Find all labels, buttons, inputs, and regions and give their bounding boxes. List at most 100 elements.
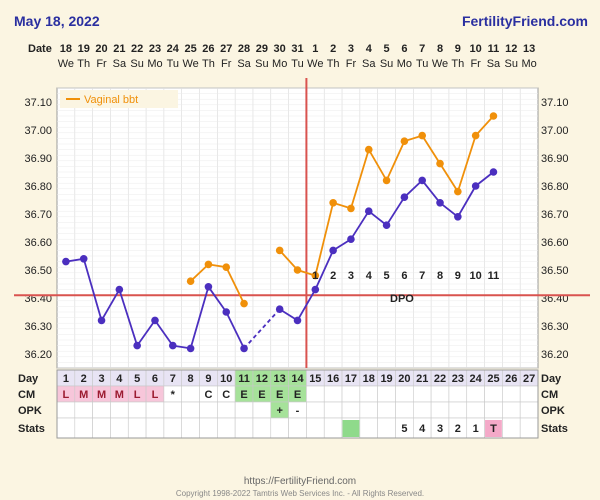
date-tick-label: 24 bbox=[167, 43, 180, 55]
date-tick-label: 2 bbox=[330, 43, 336, 55]
row-label-opk: OPK bbox=[18, 405, 42, 417]
table-cell-text: E bbox=[294, 389, 301, 401]
table-cell-text: M bbox=[79, 389, 88, 401]
date-tick-label: 21 bbox=[113, 43, 125, 55]
data-point bbox=[454, 187, 462, 196]
date-tick-label: 29 bbox=[256, 43, 268, 55]
data-point bbox=[311, 285, 320, 294]
table-cell-text: 2 bbox=[81, 373, 87, 385]
weekday-tick-label: Su bbox=[255, 58, 268, 70]
table-cell-text: 4 bbox=[116, 373, 123, 385]
dpo-day-label: 11 bbox=[488, 270, 500, 282]
date-tick-label: 20 bbox=[95, 43, 107, 55]
y-tick-label-right: 36.70 bbox=[541, 209, 569, 221]
table-cell bbox=[181, 401, 200, 419]
table-cell-text: 20 bbox=[398, 373, 410, 385]
table-cell bbox=[270, 417, 289, 439]
table-cell-text: 12 bbox=[256, 373, 268, 385]
date-tick-label: 28 bbox=[238, 43, 250, 55]
date-tick-label: 11 bbox=[488, 43, 500, 55]
row-label-day: Day bbox=[18, 373, 39, 385]
table-cell bbox=[92, 417, 111, 439]
y-tick-label-right: 36.50 bbox=[541, 265, 569, 277]
table-cell bbox=[502, 401, 521, 419]
table-cell-text: E bbox=[240, 389, 247, 401]
table-cell bbox=[502, 417, 521, 439]
date-tick-label: 9 bbox=[455, 43, 461, 55]
series-segment bbox=[225, 311, 245, 349]
table-cell-text: 9 bbox=[205, 373, 211, 385]
series-segment bbox=[314, 202, 335, 276]
table-cell bbox=[74, 417, 93, 439]
row-label-cm: CM bbox=[18, 389, 35, 401]
series-group bbox=[62, 112, 498, 353]
date-tick-label: 30 bbox=[274, 43, 286, 55]
data-point bbox=[204, 260, 213, 269]
y-tick-label-left: 37.00 bbox=[24, 125, 52, 137]
dpo-day-label: 7 bbox=[419, 270, 425, 282]
weekday-tick-label: Mo bbox=[397, 58, 412, 70]
data-point bbox=[133, 341, 141, 350]
series-segment bbox=[118, 289, 139, 346]
data-point bbox=[240, 299, 248, 308]
table-cell bbox=[127, 417, 147, 439]
table-cell-text: 8 bbox=[188, 373, 194, 385]
table-border bbox=[56, 369, 539, 439]
dpo-day-label: 1 bbox=[312, 270, 318, 282]
table-cell-text: 16 bbox=[327, 373, 339, 385]
coverline-group bbox=[14, 78, 590, 368]
table-cell bbox=[110, 401, 129, 419]
data-point bbox=[293, 266, 302, 274]
table-cell bbox=[341, 401, 361, 419]
table-cell bbox=[252, 401, 272, 419]
y-tick-label-right: 37.10 bbox=[541, 97, 569, 109]
weekday-tick-label: We bbox=[182, 58, 198, 70]
data-point bbox=[489, 112, 498, 120]
series-segment bbox=[350, 149, 370, 209]
brand-link[interactable]: FertilityFriend.com bbox=[462, 13, 588, 29]
table-cell-text: 22 bbox=[434, 373, 446, 385]
table-cell bbox=[484, 385, 503, 403]
weekday-tick-label: Su bbox=[130, 58, 143, 70]
table-cell-text: 6 bbox=[152, 373, 158, 385]
table-cell bbox=[377, 417, 396, 439]
table-cell-text: 13 bbox=[274, 373, 286, 385]
table-cell bbox=[466, 385, 485, 403]
y-tick-label-left: 36.90 bbox=[24, 153, 52, 165]
weekday-tick-label: Th bbox=[202, 58, 215, 70]
weekday-tick-label: Su bbox=[505, 58, 518, 70]
table-cell bbox=[377, 385, 396, 403]
y-tick-label-left: 36.50 bbox=[24, 265, 52, 277]
table-cell bbox=[448, 401, 468, 419]
weekday-tick-label: We bbox=[307, 58, 323, 70]
table-cell-text: 3 bbox=[437, 423, 443, 435]
data-point bbox=[418, 131, 427, 140]
weekday-tick-label: Sa bbox=[237, 58, 251, 70]
weekday-tick-label: Su bbox=[380, 58, 393, 70]
weekday-tick-label: Th bbox=[327, 58, 340, 70]
table-cell bbox=[56, 417, 76, 439]
table-cell-text: 10 bbox=[220, 373, 232, 385]
table-cell-text: 1 bbox=[473, 423, 479, 435]
table-cell-text: * bbox=[171, 389, 176, 401]
y-tick-label-right: 36.60 bbox=[541, 237, 569, 249]
y-tick-label-right: 37.00 bbox=[541, 125, 569, 137]
weekday-tick-label: We bbox=[58, 58, 74, 70]
chart-date: May 18, 2022 bbox=[14, 13, 100, 29]
table-cell-text: 17 bbox=[345, 373, 357, 385]
row-label-right-day: Day bbox=[541, 373, 562, 385]
table-cell bbox=[163, 401, 183, 419]
table-cell-text: 27 bbox=[523, 373, 535, 385]
weekday-tick-label: Sa bbox=[487, 58, 501, 70]
data-point bbox=[97, 316, 106, 325]
data-point bbox=[222, 263, 231, 272]
table-cell bbox=[306, 385, 325, 403]
date-tick-label: 4 bbox=[366, 43, 373, 55]
table-cell bbox=[341, 385, 361, 403]
table-cell bbox=[323, 417, 343, 439]
table-cell-text: + bbox=[276, 405, 282, 417]
table-cell-text: M bbox=[97, 389, 106, 401]
footer-url[interactable]: https://FertilityFriend.com bbox=[244, 476, 356, 487]
table-cell bbox=[56, 401, 76, 419]
